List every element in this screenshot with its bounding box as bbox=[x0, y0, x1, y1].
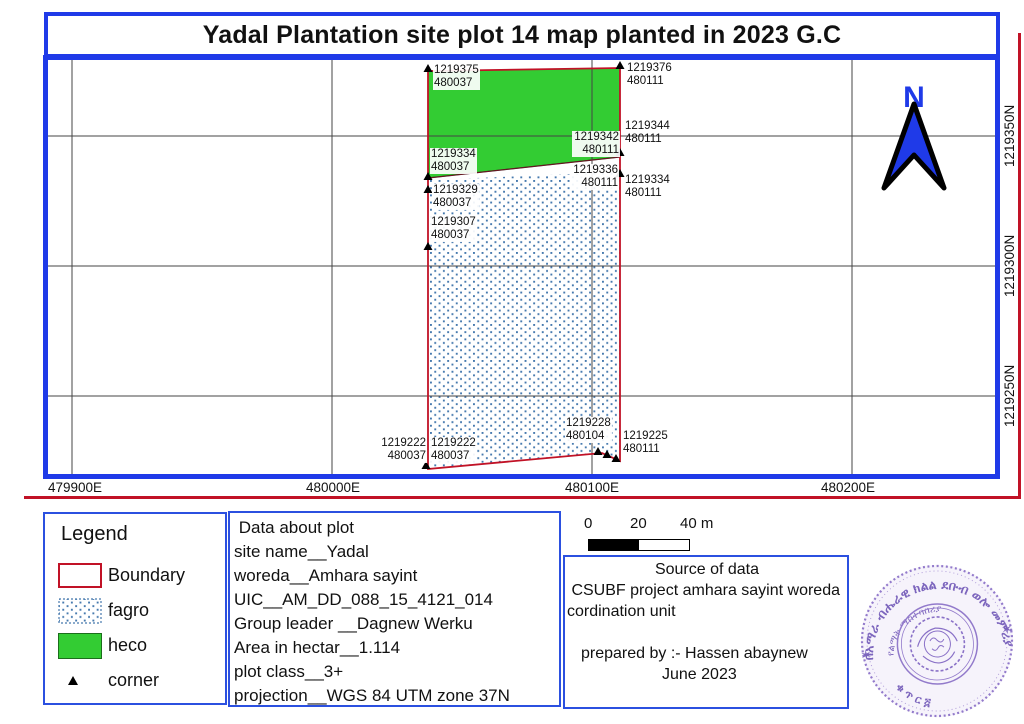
corner-label: 1219344 480111 bbox=[625, 120, 670, 145]
corner-label: 1219336 480111 bbox=[571, 164, 619, 190]
north-arrow-glyph bbox=[881, 101, 947, 191]
official-stamp: በአማራ ብሔራዊ ክልል ደቡብ ወሎ መምሪያ የልማት ማስተባበሪያ ✶… bbox=[855, 564, 1017, 718]
source-prepared-by: prepared by :- Hassen abaynew bbox=[581, 645, 808, 662]
corner-label: 1219334 480111 bbox=[625, 174, 670, 199]
legend-item-corner: corner bbox=[108, 670, 160, 690]
neatline-bottom bbox=[24, 496, 1021, 499]
plot-info-line: plot class__3+ bbox=[234, 662, 344, 681]
corner-label: 1219342 480111 bbox=[572, 131, 620, 157]
source-box: Source of data CSUBF project amhara sayi… bbox=[563, 555, 849, 709]
source-date: June 2023 bbox=[662, 666, 737, 683]
scale-tick-40: 40 m bbox=[680, 515, 714, 532]
corner-label: 1219334 480037 bbox=[430, 148, 477, 174]
x-axis-label: 480100E bbox=[564, 480, 620, 495]
corner-label: 1219228 480104 bbox=[565, 417, 612, 443]
plot-info-line: projection__WGS 84 UTM zone 37N bbox=[234, 686, 510, 705]
north-arrow: N bbox=[881, 81, 947, 191]
stamp-emblem bbox=[909, 616, 966, 672]
legend-box: Legend Boundary fagro heco corner bbox=[43, 512, 227, 705]
corner-markers bbox=[421, 61, 625, 469]
x-axis-label: 480000E bbox=[305, 480, 361, 495]
corner-label: 1219307 480037 bbox=[430, 216, 477, 242]
legend-swatch-fagro bbox=[58, 598, 102, 624]
fagro-polygon bbox=[428, 172, 620, 469]
corner-label: 1219222 480037 bbox=[379, 437, 427, 463]
legend-swatch-corner corner-icon bbox=[68, 676, 78, 685]
legend-item-boundary: Boundary bbox=[108, 565, 186, 585]
x-axis-label: 480200E bbox=[820, 480, 876, 495]
corner-label: 1219375 480037 bbox=[433, 64, 480, 90]
boundary-inner-edge bbox=[427, 156, 621, 179]
legend-title: Legend bbox=[61, 523, 128, 545]
plot-info-line: Group leader __Dagnew Werku bbox=[234, 614, 473, 633]
plot-info-box: Data about plot site name__Yadal woreda_… bbox=[228, 511, 561, 707]
stamp-star-right-icon: ✶ bbox=[1000, 621, 1014, 638]
scale-bar-light bbox=[638, 539, 690, 551]
plot-info-line: Data about plot bbox=[234, 518, 355, 537]
graticule-grid bbox=[48, 60, 995, 474]
plot-info-line: UIC__AM_DD_088_15_4121_014 bbox=[234, 590, 493, 609]
legend-item-heco: heco bbox=[108, 635, 148, 655]
source-line: cordination unit bbox=[567, 603, 676, 620]
legend-item-fagro: fagro bbox=[108, 600, 150, 620]
x-axis-label: 479900E bbox=[47, 480, 103, 495]
corner-label: 1219329 480037 bbox=[432, 184, 479, 210]
y-axis-label: 1219250N bbox=[1002, 364, 1017, 428]
legend-swatch-boundary bbox=[58, 563, 102, 588]
stamp-star-left-icon: ✶ bbox=[859, 647, 873, 664]
y-axis-label: 1219300N bbox=[1002, 234, 1017, 298]
plot-info-line: woreda__Amhara sayint bbox=[234, 566, 418, 585]
y-axis-label: 1219350N bbox=[1002, 104, 1017, 168]
boundary-polygon bbox=[427, 67, 621, 470]
source-line: CSUBF project amhara sayint woreda bbox=[567, 582, 840, 599]
legend-swatch-heco bbox=[58, 633, 102, 659]
neatline-right bbox=[1018, 33, 1021, 498]
plot-info-line: site name__Yadal bbox=[234, 542, 369, 561]
corner-label: 1219225 480111 bbox=[623, 430, 668, 455]
scale-bar-dark bbox=[588, 539, 638, 551]
plot-info-line: Area in hectar__1.114 bbox=[234, 638, 401, 657]
north-label: N bbox=[903, 81, 925, 114]
corner-label: 1219376 480111 bbox=[626, 62, 673, 88]
corner-label: 1219222 480037 bbox=[430, 437, 477, 463]
title-box: Yadal Plantation site plot 14 map plante… bbox=[44, 12, 1000, 58]
map-title: Yadal Plantation site plot 14 map plante… bbox=[202, 20, 842, 49]
scale-tick-20: 20 bbox=[630, 515, 647, 532]
scale-tick-0: 0 bbox=[584, 515, 593, 532]
source-title: Source of data bbox=[654, 561, 760, 578]
